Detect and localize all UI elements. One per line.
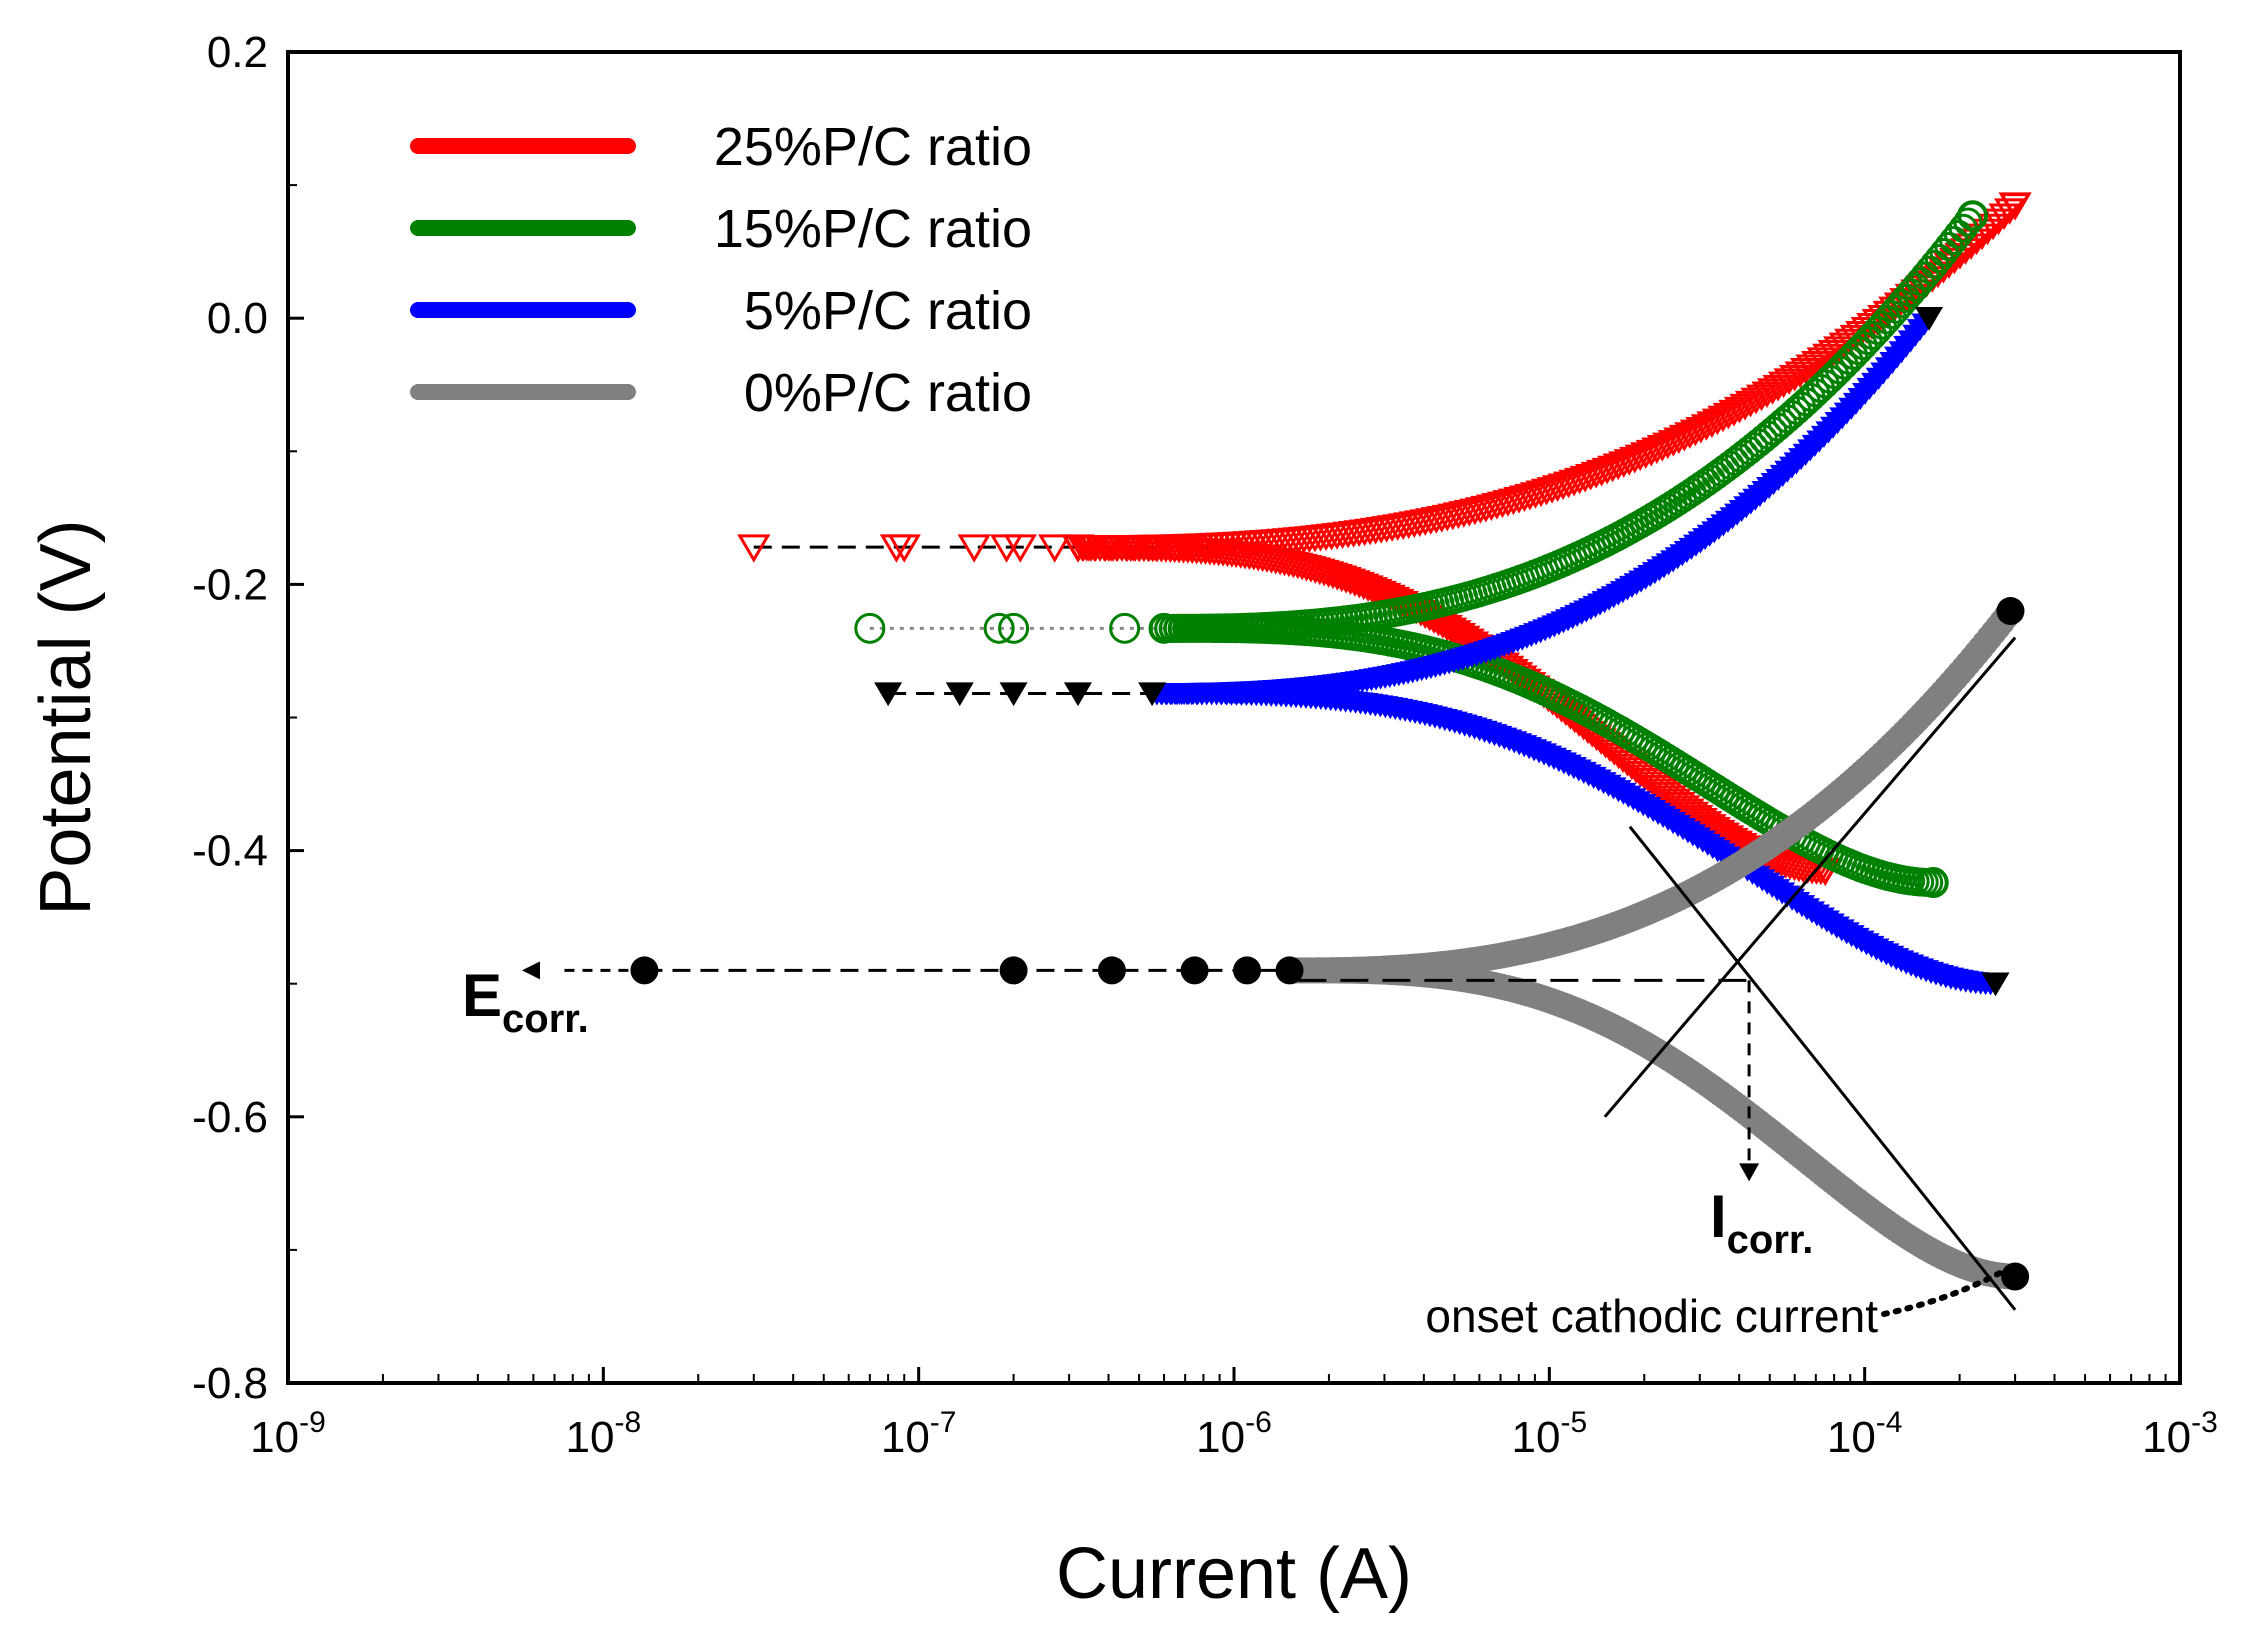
ecorr-marker (887, 534, 921, 563)
anodic-point (1953, 207, 1983, 237)
anodic-point (1882, 294, 1912, 324)
onset-arrow-line (1881, 1266, 2009, 1317)
x-tick-label: 10-6 (1196, 1406, 1272, 1462)
ecorr-label: Ecorr. (462, 962, 589, 1041)
legend-label: 25%P/C ratio (714, 117, 1032, 177)
anodic-point (1867, 310, 1897, 340)
anodic-point (1696, 464, 1726, 494)
y-tick-label: -0.2 (192, 560, 268, 609)
ecorr-marker (1275, 956, 1304, 985)
anodic-point (1784, 361, 1816, 389)
anodic-point (1872, 305, 1902, 335)
anodic-point (1977, 213, 2009, 241)
y-tick-label: 0.0 (207, 294, 268, 343)
legend-label: 15%P/C ratio (714, 199, 1032, 259)
ecorr-marker (983, 612, 1015, 644)
legend-label: 0%P/C ratio (744, 363, 1032, 423)
x-tick-label: 10-7 (881, 1406, 957, 1462)
anodic-point (1801, 350, 1833, 378)
anodic-end-marker (1998, 192, 2032, 221)
anodic-point (1877, 300, 1907, 330)
tafel-line (1603, 636, 2017, 1118)
legend-label: 5%P/C ratio (744, 281, 1032, 341)
ecorr-arrow-icon (522, 961, 540, 980)
ecorr-marker (1233, 956, 1262, 985)
ecorr-marker (945, 682, 974, 707)
ecorr-marker (999, 682, 1028, 707)
series-2 (874, 307, 2010, 997)
anodic-point (1762, 374, 1794, 402)
x-tick-label: 10-3 (2142, 1406, 2218, 1462)
ecorr-marker (1003, 534, 1037, 563)
anodic-point (1988, 203, 2020, 231)
ecorr-marker (957, 534, 991, 563)
ecorr-marker (998, 612, 1030, 644)
y-tick-label: -0.6 (192, 1093, 268, 1142)
anodic-point (1790, 358, 1822, 385)
onset-label: onset cathodic current (1425, 1290, 1878, 1342)
ecorr-marker (1138, 682, 1167, 707)
cathodic-end-marker (2001, 1262, 2030, 1291)
ecorr-marker (1061, 534, 1095, 563)
anodic-point (1778, 364, 1811, 392)
y-tick-label: -0.4 (192, 827, 268, 876)
ecorr-marker (1038, 534, 1072, 563)
anodic-end-marker (1915, 307, 1944, 331)
ecorr-marker (1063, 682, 1092, 707)
anodic-point (1682, 474, 1712, 504)
anodic-point (1863, 315, 1893, 345)
plot-frame (286, 50, 2182, 1385)
ecorr-marker (630, 956, 659, 985)
icorr-label: Icorr. (1710, 1183, 1813, 1262)
x-tick-label: 10-9 (250, 1406, 326, 1462)
ecorr-marker (874, 682, 903, 707)
cathodic-end-marker (1917, 867, 1949, 899)
series-1 (854, 200, 1989, 899)
ecorr-marker (1148, 612, 1180, 644)
anodic-point (1806, 347, 1838, 374)
y-tick-label: 0.2 (207, 28, 268, 77)
anodic-point (1687, 471, 1717, 501)
icorr-arrow-icon (1739, 1163, 1760, 1182)
x-tick-label: 10-5 (1512, 1406, 1588, 1462)
x-tick-label: 10-4 (1827, 1406, 1903, 1462)
ecorr-marker (999, 956, 1028, 985)
ecorr-marker (854, 612, 886, 644)
anodic-point (1756, 378, 1789, 405)
y-axis-title: Potential (V) (26, 519, 106, 915)
tafel-line (1628, 825, 2017, 1311)
cathodic-end-marker (1981, 972, 2010, 997)
ecorr-marker (1097, 956, 1126, 985)
anodic-end-marker (1996, 597, 2025, 626)
anodic-point (1751, 381, 1783, 409)
ecorr-marker (1180, 956, 1209, 985)
anodic-point (1993, 198, 2026, 225)
anodic-point (1971, 218, 2004, 246)
x-axis-title: Current (A) (1056, 1534, 1412, 1614)
anodic-point (1767, 371, 1800, 399)
grid-ticks: 0.2 0.0 -0.2 -0.4 -0.6 -0.810-9 10-8 10-7 10-6 10… (192, 28, 2218, 1462)
anodic-point (1740, 387, 1772, 415)
tafel-lines (1603, 636, 2017, 1311)
anodic-point (1773, 368, 1805, 395)
annotations-layer: Ecorr. Icorr. onset cathodic current (462, 961, 2009, 1342)
anodic-point (1982, 208, 2015, 236)
series-layer (630, 192, 2032, 1291)
anodic-point (1858, 320, 1888, 350)
legend: 25%P/C ratio 15%P/C ratio 5%P/C ratio 0%P/C… (410, 117, 1032, 423)
anodic-end-marker (1957, 200, 1989, 232)
ecorr-marker (1109, 612, 1141, 644)
anodic-point (1745, 384, 1778, 412)
anodic-point (1691, 467, 1721, 497)
anodic-point (1795, 354, 1827, 382)
x-tick-label: 10-8 (566, 1406, 642, 1462)
y-tick-label: -0.8 (192, 1359, 268, 1408)
series-3 (630, 597, 2030, 1291)
ecorr-marker (737, 534, 771, 563)
